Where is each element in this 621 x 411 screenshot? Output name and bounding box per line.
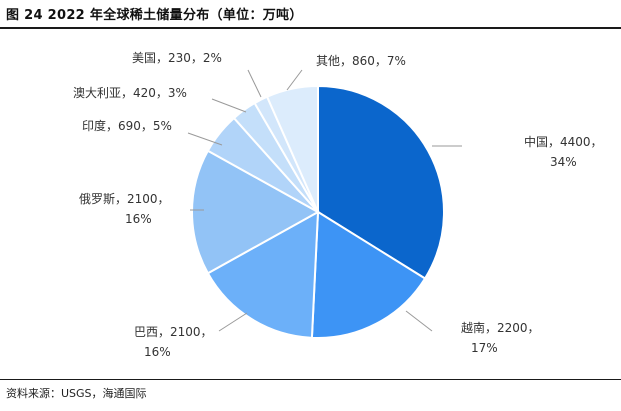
pie-slice-7 [265,84,319,213]
slice-label-2: 巴西，2100， [134,325,213,339]
pie-slice-2 [206,210,320,339]
bottom-divider [0,379,621,380]
leader-lines [187,69,462,332]
leader-line-2 [218,312,248,332]
pie-slice-3 [191,149,321,275]
source-note: 资料来源：USGS，海通国际 [6,387,147,400]
pie-slices [191,84,445,339]
top-divider [0,27,621,29]
title-bar: 图 24 2022 年全球稀土储量分布（单位：万吨） [0,0,621,26]
leader-line-5 [211,98,247,113]
slice-label-6: 美国，230，2% [132,51,222,65]
slice-label-7: 其他，860，7% [316,54,406,68]
pie-chart: 中国，4400， 34% 越南，2200， 17% 巴西，2100， 16% 俄罗斯，210… [73,51,603,359]
slice-label-1: 越南，2200， [461,320,540,335]
pie-slice-1 [310,210,427,339]
chart-title: 图 24 2022 年全球稀土储量分布（单位：万吨） [6,8,303,23]
slice-label-3: 俄罗斯，2100， [79,192,170,206]
leader-line-4 [187,132,223,146]
leader-line-6 [247,69,262,98]
pie-slice-0 [317,84,445,280]
slice-label-4: 印度，690，5% [82,118,172,133]
slice-percent-2: 16% [144,345,171,359]
slice-percent-1: 17% [471,341,498,355]
slice-label-5: 澳大利亚，420，3% [73,86,187,100]
leader-line-7 [286,69,303,91]
slice-labels: 中国，4400， 34% 越南，2200， 17% 巴西，2100， 16% 俄罗斯，210… [73,51,603,359]
slice-percent-3: 16% [125,212,152,226]
slice-percent-0: 34% [550,155,577,169]
leader-line-1 [405,310,433,332]
slice-label-0: 中国，4400， [524,134,603,149]
